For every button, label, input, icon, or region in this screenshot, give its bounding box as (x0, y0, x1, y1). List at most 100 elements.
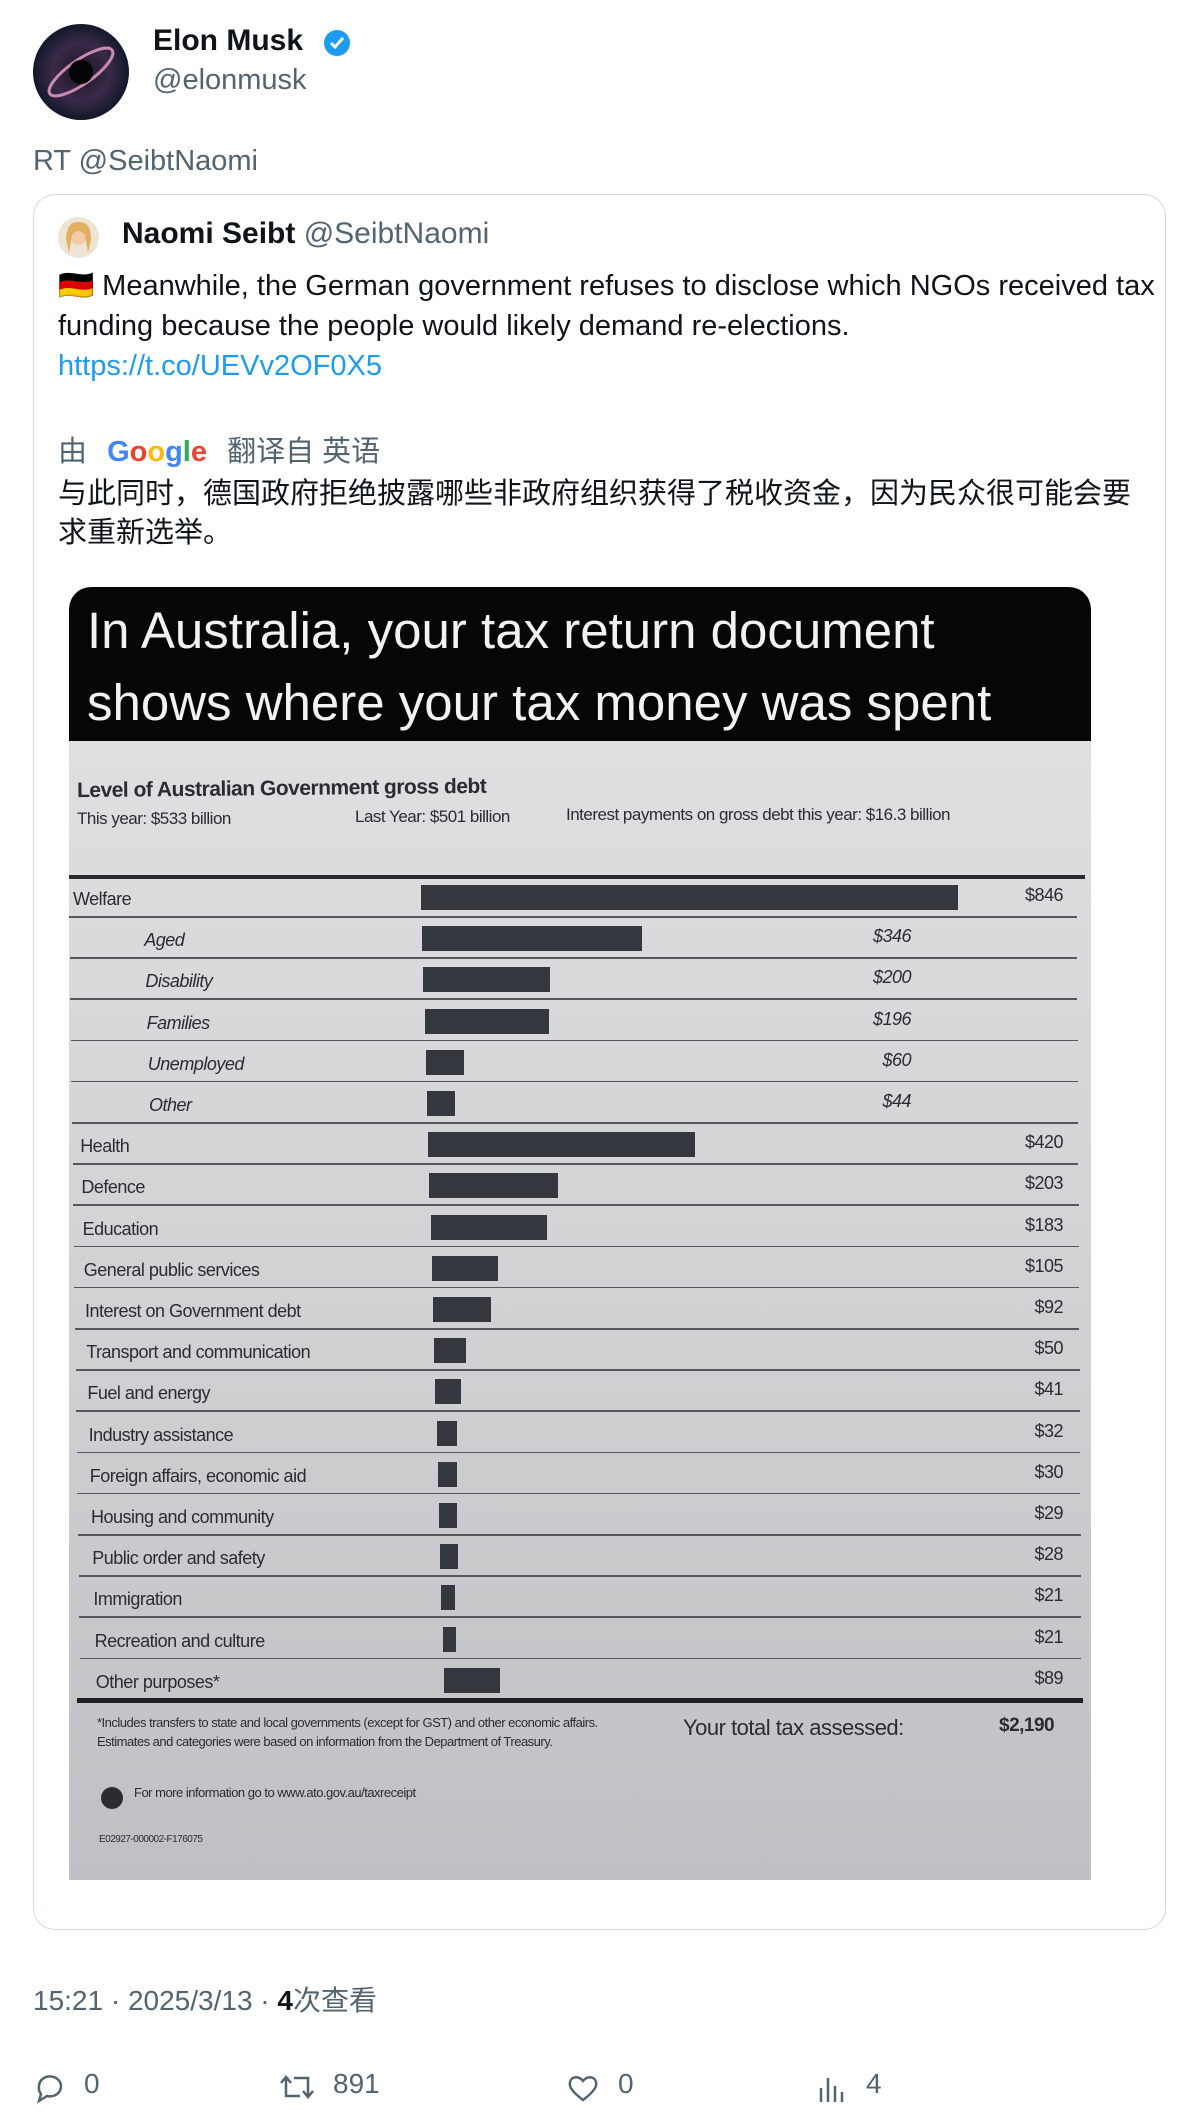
row-label: Recreation and culture (94, 1630, 266, 1651)
author-avatar[interactable] (33, 24, 129, 120)
bar (433, 1297, 492, 1322)
banner-line: shows where your tax money was spent (87, 674, 992, 731)
bar (436, 1420, 457, 1446)
sub-row-label: Other (149, 1095, 192, 1115)
google-logo: Google (107, 436, 207, 468)
footnote: *Includes transfers to state and local g… (97, 1715, 598, 1730)
row-rule (69, 916, 1077, 918)
author-handle[interactable]: @elonmusk (153, 64, 307, 96)
row-amount: $420 (1024, 1132, 1064, 1153)
views-label: 次查看 (292, 1985, 377, 2016)
row-amount: $29 (1034, 1503, 1063, 1523)
banner (69, 587, 1091, 741)
sub-row-label: Aged (144, 930, 185, 951)
sub-row-amount: $44 (882, 1091, 911, 1111)
row-rule (71, 1080, 1078, 1083)
row-rule (73, 1245, 1079, 1248)
debt-interest: Interest payments on gross debt this yea… (566, 805, 951, 824)
row-amount: $92 (1034, 1297, 1063, 1317)
sub-row-label: Families (146, 1012, 211, 1033)
doc-code: E02927-000002-F176075 (99, 1834, 203, 1845)
bar (440, 1544, 458, 1570)
sub-row-label: Unemployed (147, 1053, 245, 1074)
row-label: Other purposes* (95, 1671, 220, 1692)
row-rule (70, 1039, 1078, 1042)
row-rule (72, 1122, 1079, 1124)
views-icon[interactable] (816, 2072, 848, 2104)
translation-prefix: 由 (58, 436, 88, 468)
bar (423, 967, 551, 993)
timestamp: 15:21 · 2025/3/13 · 4次查看 (33, 1979, 377, 2019)
verified-badge (324, 30, 350, 56)
row-label: Fuel and energy (87, 1383, 210, 1404)
bar (439, 1503, 458, 1528)
row-label: General public services (83, 1259, 260, 1280)
debt-last-year: Last Year: $501 billion (355, 807, 510, 826)
translated-text: 与此同时，德国政府拒绝披露哪些非政府组织获得了税收资金，因为民众很可能会要求重新… (58, 478, 1132, 549)
bar (427, 1091, 455, 1116)
sub-row-label: Disability (145, 971, 213, 992)
views-count: 4 (866, 2068, 882, 2099)
row-label: Interest on Government debt (85, 1301, 301, 1321)
banner-line: In Australia, your tax return document (87, 602, 935, 659)
total-label: Your total tax assessed: (683, 1715, 904, 1740)
retweet-label: RT @SeibtNaomi (33, 145, 259, 177)
bar (421, 885, 958, 910)
row-label: Education (82, 1218, 159, 1239)
row-label: Industry assistance (88, 1424, 234, 1445)
flag: 🇩🇪 (58, 270, 95, 302)
row-rule (70, 998, 1078, 1000)
row-label: Public order and safety (92, 1548, 265, 1569)
translation-line: 由 Google 翻译自 英语 (58, 428, 380, 470)
reply-icon[interactable] (33, 2070, 67, 2104)
like-count: 0 (618, 2068, 634, 2099)
row-rule (78, 1534, 1081, 1536)
sub-row-amount: $60 (882, 1049, 911, 1070)
row-label: Welfare (73, 889, 132, 909)
bar (431, 1255, 499, 1281)
bar (435, 1379, 462, 1405)
tax-receipt-image[interactable]: In Australia, your tax return document sh… (69, 587, 1091, 1880)
sub-row-amount: $200 (872, 967, 912, 988)
row-amount: $32 (1034, 1420, 1063, 1441)
row-amount: $41 (1034, 1379, 1063, 1400)
translation-suffix: 翻译自 英语 (227, 436, 381, 468)
bar (437, 1461, 457, 1487)
time: 15:21 · 2025/3/13 · (33, 1985, 278, 2016)
row-rule (79, 1616, 1082, 1618)
quoted-name[interactable]: Naomi Seibt (122, 217, 296, 250)
quoted-avatar[interactable] (58, 217, 99, 258)
row-rule (78, 1575, 1081, 1577)
row-rule (73, 1204, 1079, 1206)
retweet-count: 891 (333, 2068, 380, 2099)
row-amount: $89 (1034, 1667, 1063, 1688)
row-label: Housing and community (91, 1507, 274, 1527)
top-rule (69, 875, 1085, 879)
debt-title: Level of Australian Government gross deb… (76, 774, 487, 803)
link[interactable]: https://t.co/UEVv2OF0X5 (58, 350, 382, 382)
footnote: Estimates and categories were based on i… (97, 1734, 553, 1749)
like-icon[interactable] (566, 2072, 600, 2104)
row-amount: $846 (1024, 885, 1064, 905)
row-amount: $21 (1034, 1585, 1063, 1606)
author-name[interactable]: Elon Musk (153, 24, 304, 57)
row-amount: $21 (1034, 1626, 1063, 1647)
row-amount: $105 (1024, 1255, 1064, 1276)
quoted-text: Meanwhile, the German government refuses… (58, 270, 1155, 342)
row-rule (69, 957, 1078, 959)
row-label: Transport and communication (86, 1342, 311, 1363)
row-amount: $30 (1034, 1461, 1063, 1482)
bottom-rule (77, 1698, 1083, 1703)
debt-this-year: This year: $533 billion (77, 809, 231, 828)
quoted-handle[interactable]: @SeibtNaomi (303, 217, 490, 250)
row-amount: $28 (1034, 1544, 1063, 1565)
bar (434, 1338, 466, 1364)
row-label: Immigration (93, 1589, 182, 1610)
row-rule (76, 1451, 1081, 1454)
quoted-tweet[interactable] (33, 194, 1166, 1930)
retweet-icon[interactable] (278, 2070, 316, 2104)
bar (430, 1214, 547, 1240)
sub-row-amount: $196 (872, 1008, 912, 1029)
bar (428, 1132, 695, 1158)
row-rule (79, 1657, 1082, 1660)
